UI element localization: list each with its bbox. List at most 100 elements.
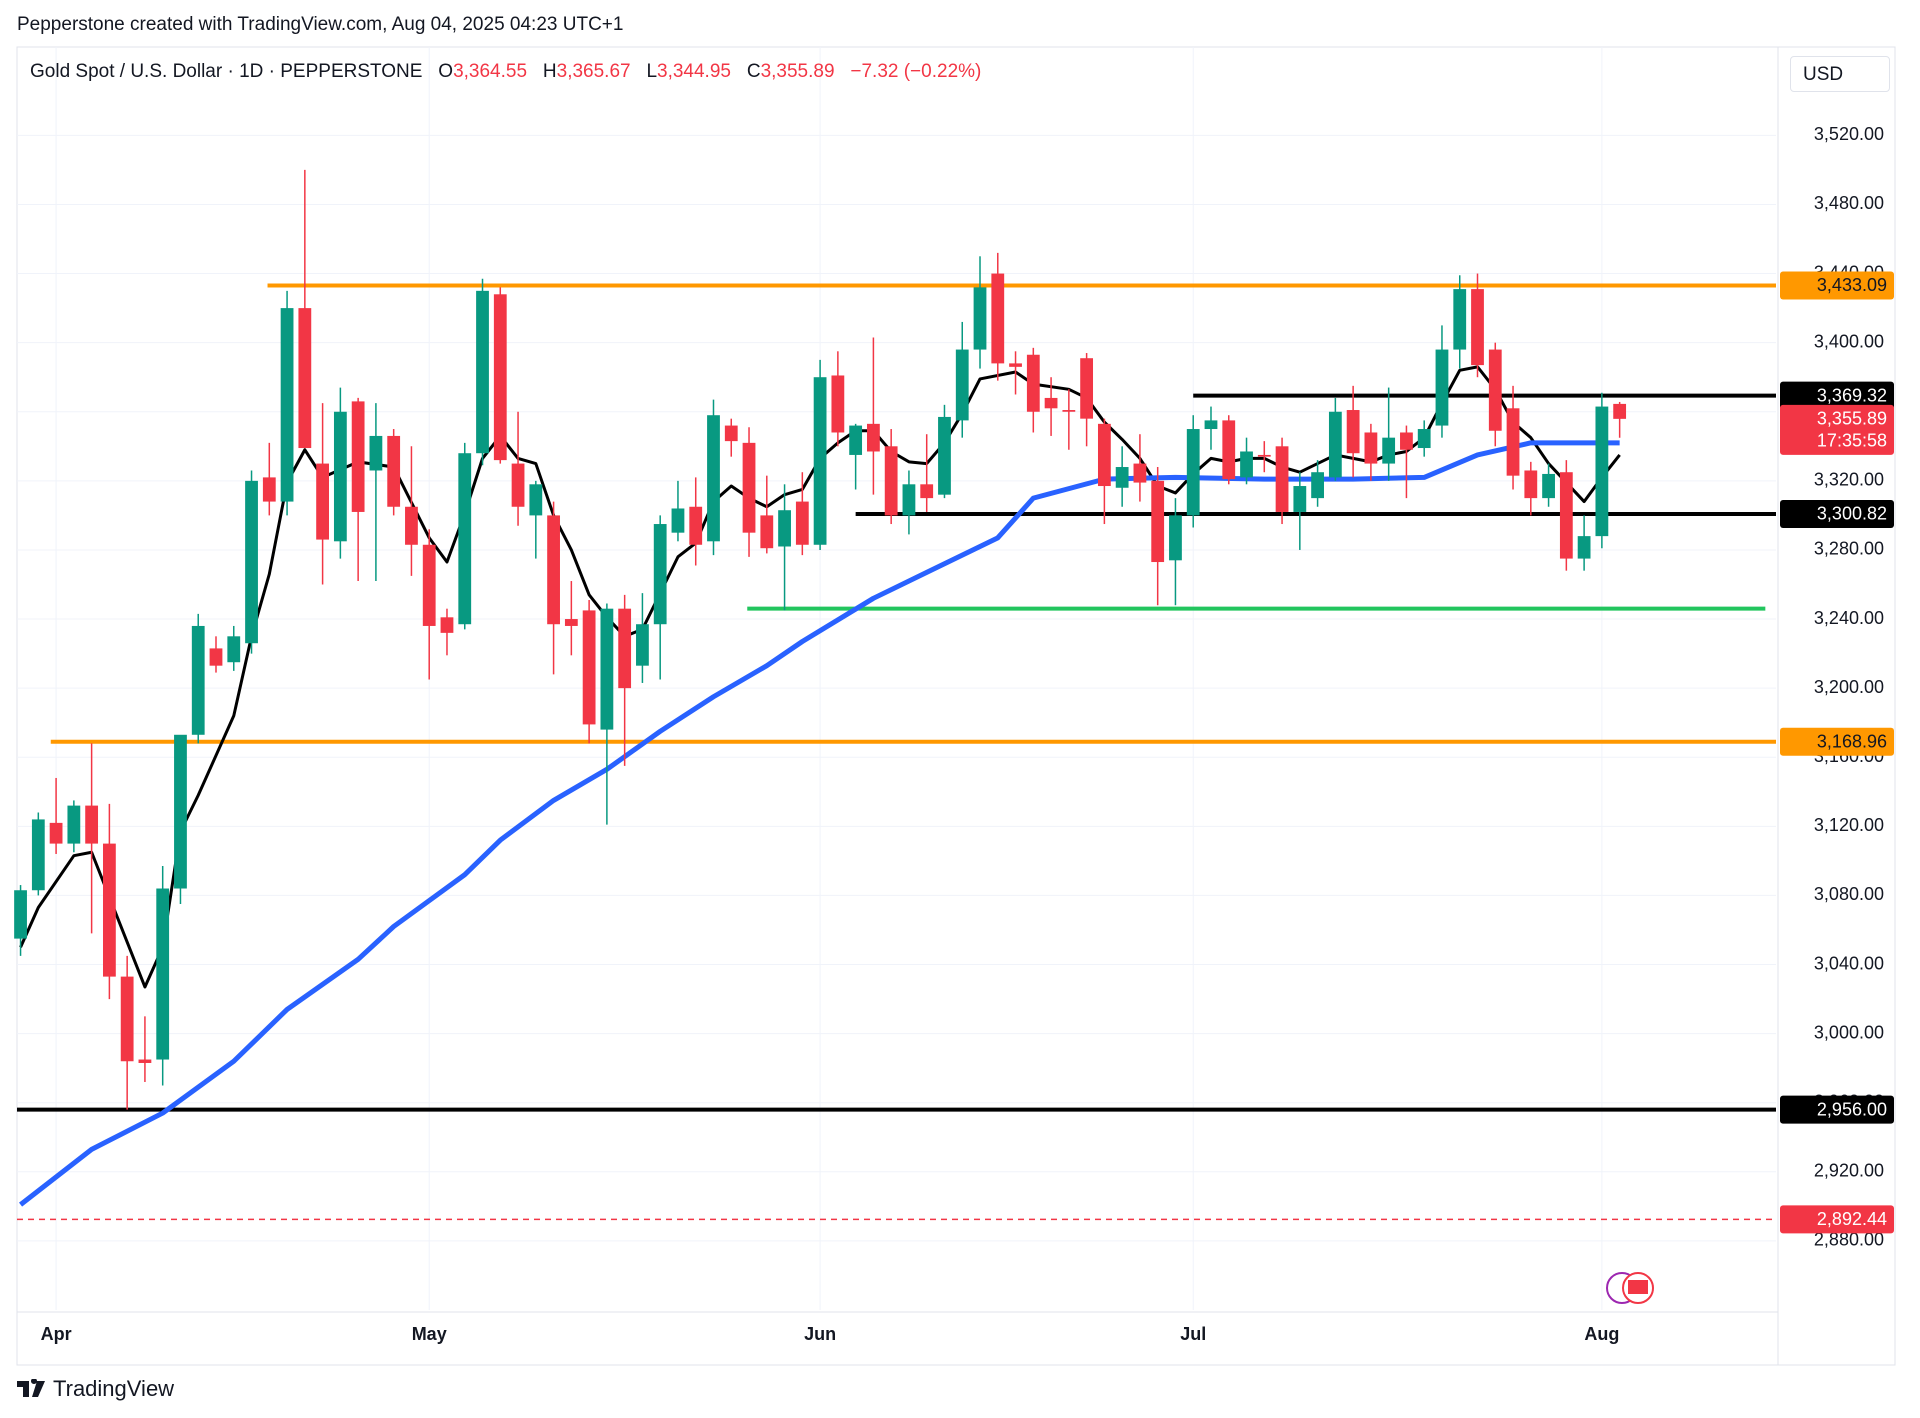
candle-body bbox=[369, 435, 383, 471]
candle-body bbox=[351, 401, 365, 512]
candle-body bbox=[458, 453, 472, 625]
price-label: 2,956.00 bbox=[1817, 1099, 1887, 1119]
candle-body bbox=[405, 506, 418, 545]
candle-body bbox=[1346, 410, 1360, 454]
y-tick-label: 3,000.00 bbox=[1814, 1022, 1884, 1042]
y-tick-label: 3,520.00 bbox=[1814, 124, 1884, 144]
candle-body bbox=[529, 484, 543, 516]
flag-icon bbox=[1628, 1280, 1648, 1294]
symbol: Gold Spot / U.S. Dollar · 1D · PEPPERSTO… bbox=[30, 61, 423, 82]
candle-body bbox=[1169, 515, 1182, 561]
candle-body bbox=[1044, 397, 1058, 409]
candle-body bbox=[760, 515, 774, 549]
candle-body bbox=[1026, 354, 1040, 412]
candle-body bbox=[1613, 403, 1627, 419]
candle-body bbox=[1364, 432, 1378, 464]
candle-body bbox=[333, 411, 347, 542]
price-label-box bbox=[1780, 1095, 1894, 1124]
candle-body bbox=[707, 415, 720, 542]
candle-body bbox=[724, 425, 738, 442]
candle-body bbox=[547, 515, 560, 625]
candle-body bbox=[138, 1059, 152, 1063]
candle-body bbox=[653, 524, 667, 625]
candle-body bbox=[582, 610, 596, 725]
candle-body bbox=[671, 508, 685, 533]
candle-body bbox=[689, 506, 703, 545]
candle-body bbox=[1097, 423, 1111, 487]
candle-body bbox=[316, 463, 330, 540]
currency-button[interactable]: USD bbox=[1790, 56, 1890, 92]
low: 3,344.95 bbox=[657, 61, 731, 82]
candle-body bbox=[1062, 410, 1076, 412]
candle-body bbox=[280, 308, 294, 502]
candle-body bbox=[1595, 406, 1609, 537]
candle-body bbox=[227, 636, 241, 663]
y-tick-label: 3,040.00 bbox=[1814, 953, 1884, 973]
price-label-box bbox=[1780, 271, 1894, 300]
x-tick-label: Jun bbox=[804, 1324, 836, 1344]
y-tick-label: 3,400.00 bbox=[1814, 331, 1884, 351]
candle-body bbox=[1559, 472, 1573, 559]
candle-body bbox=[938, 416, 951, 495]
candle-body bbox=[1382, 437, 1396, 464]
candle-body bbox=[1133, 463, 1147, 483]
candle-body bbox=[813, 377, 827, 545]
candle-body bbox=[920, 484, 934, 499]
change: −7.32 (−0.22%) bbox=[850, 61, 982, 82]
close: 3,355.89 bbox=[760, 61, 835, 82]
price-label: 3,168.96 bbox=[1817, 732, 1887, 752]
candle-body bbox=[1222, 420, 1236, 480]
candle-body bbox=[1542, 473, 1555, 499]
y-tick-label: 3,120.00 bbox=[1814, 815, 1884, 835]
candle-body bbox=[1257, 454, 1271, 457]
candle-body bbox=[245, 480, 258, 644]
candle-body bbox=[884, 446, 898, 516]
candle-body bbox=[991, 273, 1005, 364]
footer: TradingView bbox=[17, 1376, 174, 1402]
candle-body bbox=[120, 976, 134, 1062]
x-tick-label: May bbox=[412, 1324, 447, 1344]
candle-body bbox=[867, 423, 880, 452]
logo bbox=[17, 1379, 45, 1397]
chart-frame bbox=[16, 46, 1896, 1366]
last-price-box bbox=[1780, 404, 1894, 455]
labels: 3,433.09 3,168.96 3,369.32 3,300.82 2,956.00… bbox=[1780, 271, 1894, 1234]
candle-body bbox=[31, 819, 45, 891]
candle-body bbox=[1275, 446, 1289, 512]
candle-body bbox=[849, 425, 863, 455]
price-label-box bbox=[1780, 499, 1894, 528]
price-label-box bbox=[1780, 381, 1894, 410]
candle-body bbox=[973, 287, 987, 350]
price-label: 3,300.82 bbox=[1817, 504, 1887, 524]
price-label: 2,892.44 bbox=[1817, 1209, 1887, 1229]
candle-body bbox=[1009, 363, 1022, 367]
candle-body bbox=[440, 617, 454, 633]
candle-body bbox=[564, 619, 578, 626]
candle-body bbox=[795, 501, 809, 545]
candle-body bbox=[476, 290, 489, 454]
candle-body bbox=[955, 349, 969, 421]
candle-body bbox=[1417, 429, 1431, 449]
candle-body bbox=[191, 625, 205, 735]
candle-body bbox=[1471, 289, 1484, 366]
marks bbox=[14, 169, 1776, 1221]
candle-body bbox=[636, 624, 649, 666]
candle-body bbox=[174, 734, 187, 889]
open: 3,364.55 bbox=[453, 61, 528, 82]
candle-body bbox=[1311, 472, 1324, 499]
y-tick-label: 2,880.00 bbox=[1814, 1230, 1884, 1250]
candle-body bbox=[422, 544, 436, 626]
candle-body bbox=[85, 805, 99, 844]
y-tick-label: 3,320.00 bbox=[1814, 470, 1884, 490]
legend: Gold Spot / U.S. Dollar · 1D · PEPPERSTO… bbox=[30, 61, 981, 83]
candle-body bbox=[298, 308, 312, 449]
candle-body bbox=[156, 888, 170, 1060]
h-label: H bbox=[542, 61, 557, 82]
candle-body bbox=[1488, 349, 1502, 431]
candle-body bbox=[1577, 536, 1591, 559]
candle-body bbox=[778, 510, 791, 547]
candle-body bbox=[209, 648, 223, 666]
candle-body bbox=[387, 435, 401, 507]
c-label: C bbox=[746, 61, 761, 82]
